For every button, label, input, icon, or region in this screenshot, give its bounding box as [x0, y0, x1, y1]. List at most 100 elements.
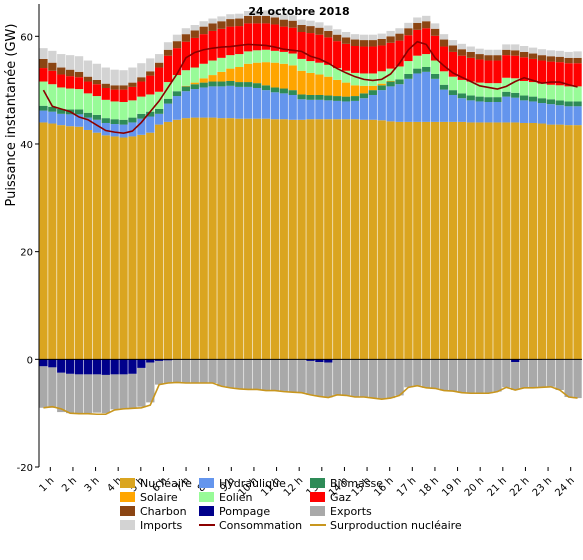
bar-hydraulique: [457, 98, 466, 122]
bar-imports: [297, 19, 306, 25]
bar-pompage: [315, 359, 324, 363]
bar-exports: [66, 373, 75, 414]
bar-gaz: [386, 42, 395, 69]
bar-charbon: [386, 36, 395, 43]
bar-nucleaire: [163, 121, 173, 360]
bar-charbon: [226, 19, 235, 27]
bar-gaz: [128, 86, 137, 101]
bar-imports: [502, 44, 511, 50]
bar-eolien: [493, 83, 502, 98]
legend-item-imports: Imports: [120, 519, 183, 532]
bar-nucleaire: [573, 125, 582, 360]
bar-exports: [466, 359, 475, 394]
bar-eolien: [430, 60, 440, 74]
bar-exports: [181, 359, 191, 384]
bar-gaz: [119, 89, 128, 102]
bar-exports: [484, 359, 493, 394]
bar-hydraulique: [306, 99, 315, 120]
bar-exports: [252, 359, 262, 390]
bar-gaz: [146, 75, 155, 95]
bar-biomasse: [404, 73, 413, 79]
bar-nucleaire: [511, 122, 520, 360]
bar-eolien: [333, 68, 342, 80]
bar-biomasse: [475, 96, 484, 102]
bar-eolien: [110, 101, 119, 120]
bar-nucleaire: [484, 122, 493, 360]
bar-eolien: [163, 82, 173, 99]
bar-gaz: [66, 76, 75, 89]
bar-hydraulique: [92, 119, 102, 133]
bar-exports: [163, 360, 173, 384]
bar-eolien: [181, 70, 191, 86]
bar-eolien: [546, 84, 555, 100]
bar-eolien: [137, 96, 146, 114]
bar-nucleaire: [110, 136, 119, 360]
bar-biomasse: [119, 119, 128, 125]
bar-exports: [430, 359, 440, 389]
bar-biomasse: [83, 112, 93, 118]
y-tick-label: 60: [20, 32, 33, 43]
legend-item-surproduction-nucleaire: Surproduction nucléaire: [310, 519, 462, 532]
bar-imports: [92, 63, 102, 80]
bar-charbon: [110, 85, 119, 90]
bar-eolien: [448, 76, 458, 91]
bar-imports: [288, 15, 297, 21]
bar-pompage: [306, 359, 315, 361]
bar-gaz: [333, 41, 342, 69]
bar-hydraulique: [110, 124, 119, 137]
y-tick-label: 20: [20, 248, 33, 259]
bar-hydraulique: [57, 113, 66, 126]
bar-gaz: [404, 35, 413, 62]
bar-solaire: [341, 82, 351, 97]
bar-charbon: [511, 50, 520, 56]
bar-eolien: [74, 89, 84, 110]
bar-biomasse: [422, 66, 431, 72]
bar-biomasse: [74, 109, 84, 115]
bar-pompage: [324, 359, 333, 363]
bar-gaz: [555, 62, 564, 86]
bar-nucleaire: [101, 135, 110, 360]
bar-biomasse: [315, 94, 324, 100]
bar-pompage: [39, 359, 48, 367]
bar-hydraulique: [190, 89, 199, 118]
bar-biomasse: [359, 93, 369, 99]
bar-pompage: [101, 359, 110, 375]
bar-nucleaire: [128, 136, 137, 360]
bar-imports: [457, 43, 466, 50]
bar-exports: [146, 362, 155, 403]
legend-label: Imports: [140, 519, 183, 532]
bar-eolien: [537, 83, 547, 99]
x-tick-label: 21 h: [485, 475, 509, 499]
bar-hydraulique: [315, 99, 324, 120]
bar-biomasse: [48, 106, 57, 112]
bar-gaz: [181, 41, 191, 71]
bar-imports: [359, 34, 369, 41]
bar-biomasse: [39, 105, 48, 111]
bar-exports: [92, 374, 102, 413]
bar-eolien: [92, 96, 102, 115]
bar-charbon: [422, 21, 431, 29]
bar-eolien: [306, 61, 315, 73]
bar-eolien: [146, 94, 155, 112]
bar-eolien: [279, 51, 288, 64]
bar-charbon: [119, 85, 128, 90]
y-tick-label: 40: [20, 140, 33, 151]
bar-imports: [74, 56, 84, 72]
bar-gaz: [493, 60, 502, 84]
bar-charbon: [528, 53, 538, 59]
bar-nucleaire: [279, 119, 288, 360]
bar-eolien: [315, 62, 324, 75]
bar-eolien: [502, 77, 511, 92]
bar-exports: [404, 359, 413, 388]
bar-biomasse: [466, 95, 475, 101]
bar-gaz: [350, 45, 360, 73]
bar-hydraulique: [101, 122, 110, 136]
bar-nucleaire: [92, 132, 102, 360]
bar-imports: [368, 34, 377, 41]
bar-nucleaire: [181, 118, 191, 360]
bar-hydraulique: [83, 117, 93, 130]
line-surproduction-nucleaire: [43, 381, 578, 416]
bar-biomasse: [413, 68, 422, 74]
bar-solaire: [386, 80, 395, 82]
bar-hydraulique: [208, 86, 217, 118]
